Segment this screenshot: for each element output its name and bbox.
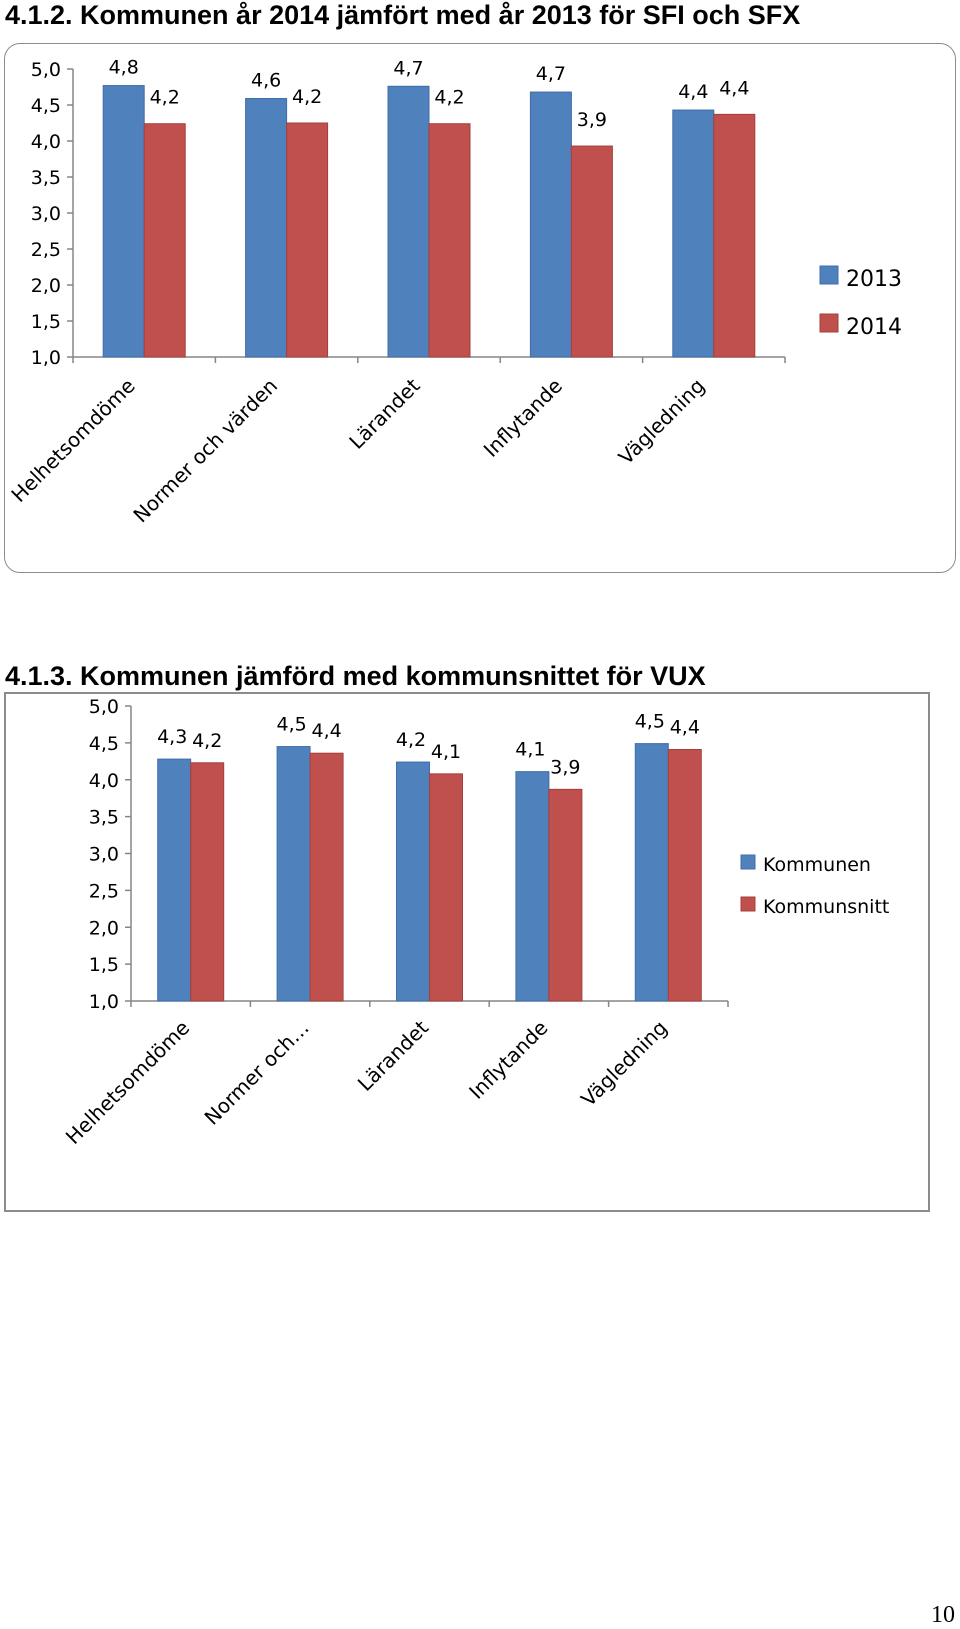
data-label-2013-3: 4,7 bbox=[393, 57, 423, 79]
bar-2013-3 bbox=[387, 85, 430, 358]
x-category-label: Vägledning bbox=[576, 1016, 672, 1112]
data-label-2014-3: 4,2 bbox=[434, 87, 464, 109]
bar-kommunsnitt-4 bbox=[548, 788, 583, 1002]
bar-2014-4 bbox=[570, 145, 613, 358]
data-label-kommunen-4: 4,1 bbox=[515, 739, 545, 761]
chart-1-svg: 5,0 4,5 4,0 3,5 3,0 2,5 2,0 1,5 1,0 4,8 4,2 Helhets… bbox=[6, 57, 902, 528]
y-tick-label: 3,5 bbox=[31, 167, 61, 189]
y-tick-label: 5,0 bbox=[31, 59, 61, 81]
bar-kommunsnitt-3 bbox=[429, 773, 463, 1002]
bar-kommunsnitt-1 bbox=[190, 762, 225, 1002]
y-tick-label: 2,5 bbox=[89, 880, 119, 902]
y-tick-label: 5,0 bbox=[89, 696, 119, 718]
bar-kommunsnitt-2 bbox=[309, 752, 344, 1002]
chart-1-heading: 4.1.2. Kommunen år 2014 jämfört med år 2… bbox=[5, 0, 801, 30]
bar-kommunen-4 bbox=[515, 771, 550, 1002]
data-label-kommunsnitt-1: 4,2 bbox=[192, 730, 222, 752]
data-label-2013-1: 4,8 bbox=[109, 57, 139, 79]
bar-kommunen-5 bbox=[634, 743, 669, 1002]
data-label-2013-5: 4,4 bbox=[678, 81, 708, 103]
x-category-label: Normer och… bbox=[200, 1016, 314, 1130]
legend-label-kommunsnitt: Kommunsnitt bbox=[763, 896, 889, 918]
data-label-2014-5: 4,4 bbox=[719, 77, 749, 99]
chart-2-svg: 5,04,54,03,53,02,52,01,51,04,3 4,2Helhets… bbox=[61, 696, 889, 1149]
x-category-label: Lärandet bbox=[353, 1015, 433, 1095]
data-label-kommunsnitt-2: 4,4 bbox=[311, 720, 341, 742]
data-label-2014-4: 3,9 bbox=[577, 109, 607, 131]
chart-2-area: 5,0 4,5 4,0 3,5 3,0 2,5 2,0 1,5 1,0 4,3 4,2 Helhets… bbox=[4, 692, 930, 1212]
bar-2013-2 bbox=[245, 98, 288, 358]
y-tick-label: 1,5 bbox=[89, 954, 119, 976]
data-label-kommunsnitt-4: 3,9 bbox=[550, 756, 580, 778]
bar-2013-4 bbox=[529, 91, 572, 358]
y-tick-label: 4,5 bbox=[89, 733, 119, 755]
y-tick-label: 1,5 bbox=[31, 311, 61, 333]
legend-label-2014: 2014 bbox=[846, 315, 902, 340]
legend-swatch-2013 bbox=[819, 265, 839, 285]
y-tick-label: 4,0 bbox=[31, 131, 61, 153]
chart-2-heading: 4.1.3. Kommunen jämförd med kommunsnitte… bbox=[5, 661, 706, 691]
y-tick-label: 4,0 bbox=[89, 770, 119, 792]
data-label-kommunen-1: 4,3 bbox=[157, 726, 187, 748]
y-tick-label: 1,0 bbox=[31, 347, 61, 369]
bar-kommunen-3 bbox=[396, 761, 430, 1002]
data-label-kommunen-5: 4,5 bbox=[635, 711, 665, 733]
y-tick-label: 3,5 bbox=[89, 807, 119, 829]
x-category-label: Helhetsomdöme bbox=[6, 374, 139, 507]
data-label-2014-2: 4,2 bbox=[292, 86, 322, 108]
data-label-2013-4: 4,7 bbox=[536, 63, 566, 85]
bar-kommunen-2 bbox=[276, 746, 311, 1002]
data-label-kommunsnitt-5: 4,4 bbox=[670, 717, 700, 739]
bar-2014-2 bbox=[286, 122, 329, 358]
x-category-label: Normer och värden bbox=[128, 374, 282, 528]
bar-2013-1 bbox=[102, 85, 145, 358]
y-tick-label: 3,0 bbox=[89, 844, 119, 866]
bar-2014-1 bbox=[143, 123, 186, 358]
y-tick-label: 4,5 bbox=[31, 95, 61, 117]
chart-1-area: 5,0 4,5 4,0 3,5 3,0 2,5 2,0 1,5 1,0 4,8 4,2 Helhets… bbox=[4, 43, 956, 573]
bar-kommunsnitt-5 bbox=[667, 749, 702, 1002]
y-tick-label: 1,0 bbox=[89, 991, 119, 1013]
data-label-2013-2: 4,6 bbox=[251, 70, 281, 92]
legend-swatch-kommunsnitt bbox=[740, 896, 756, 912]
bar-2014-5 bbox=[713, 113, 756, 358]
x-category-label: Inflytande bbox=[479, 374, 567, 462]
x-category-label: Inflytande bbox=[464, 1016, 552, 1104]
y-tick-label: 3,0 bbox=[31, 203, 61, 225]
x-category-label: Lärandet bbox=[344, 373, 424, 453]
data-label-kommunsnitt-3: 4,1 bbox=[431, 741, 461, 763]
data-label-kommunen-3: 4,2 bbox=[396, 729, 426, 751]
legend-swatch-2014 bbox=[819, 313, 839, 333]
legend-swatch-kommunen bbox=[740, 854, 756, 870]
legend-label-kommunen: Kommunen bbox=[763, 854, 871, 876]
bar-2014-3 bbox=[428, 123, 471, 358]
bar-kommunen-1 bbox=[157, 758, 192, 1002]
y-tick-label: 2,0 bbox=[89, 917, 119, 939]
data-label-2014-1: 4,2 bbox=[150, 87, 180, 109]
data-label-kommunen-2: 4,5 bbox=[276, 714, 306, 736]
page-number: 10 bbox=[931, 1602, 955, 1628]
bar-2013-5 bbox=[672, 109, 715, 358]
legend-label-2013: 2013 bbox=[846, 267, 902, 292]
x-category-label: Vägledning bbox=[614, 374, 710, 470]
y-tick-label: 2,0 bbox=[31, 275, 61, 297]
x-category-label: Helhetsomdöme bbox=[61, 1016, 194, 1149]
y-tick-label: 2,5 bbox=[31, 239, 61, 261]
